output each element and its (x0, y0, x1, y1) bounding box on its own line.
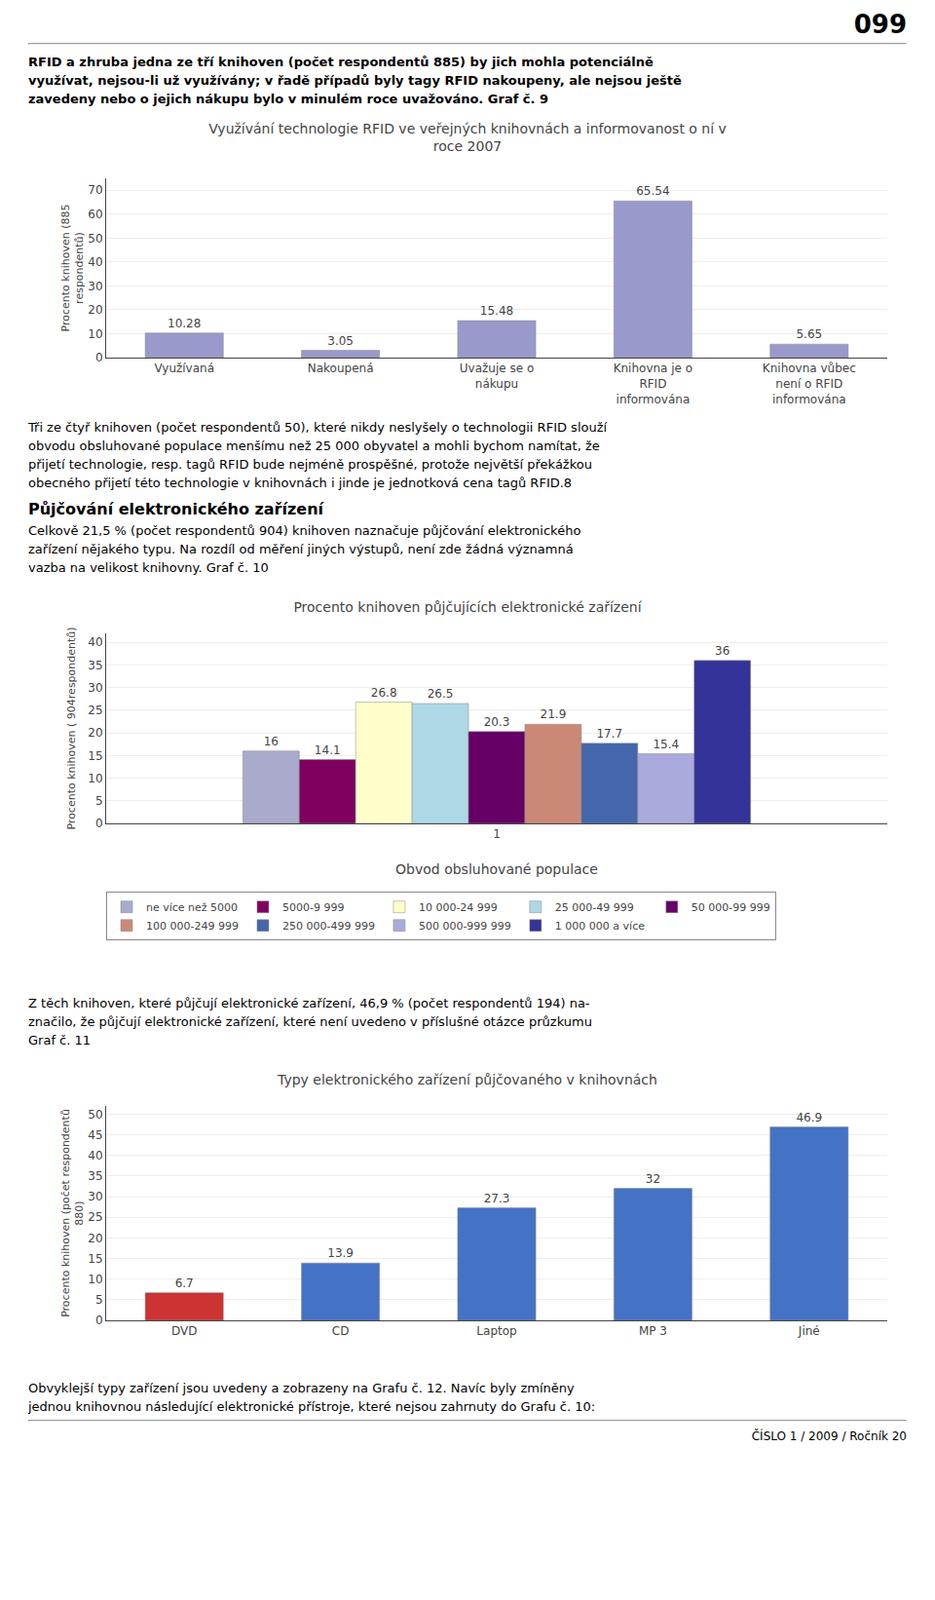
html-text:zařízení nějakého typu. Na roz: zařízení nějakého typu. Na rozdíl od měř… (28, 541, 574, 557)
svg-text:30: 30 (87, 1189, 103, 1203)
svg-text:27.3: 27.3 (484, 1191, 511, 1205)
svg-text:40: 40 (87, 635, 103, 649)
svg-text:Typy elektronického zařízení p: Typy elektronického zařízení půjčovaného… (276, 1071, 658, 1087)
svg-text:Procento knihoven ( 904respond: Procento knihoven ( 904respondentů) (65, 626, 78, 829)
svg-text:32: 32 (645, 1171, 661, 1186)
svg-text:20.3: 20.3 (484, 714, 511, 729)
svg-text:Laptop: Laptop (476, 1323, 517, 1338)
svg-text:5: 5 (95, 793, 104, 808)
svg-text:100 000-249 999: 100 000-249 999 (146, 919, 239, 933)
svg-text:5.65: 5.65 (795, 327, 823, 341)
svg-text:1 000 000 a více: 1 000 000 a více (555, 919, 645, 933)
svg-text:10: 10 (87, 771, 103, 786)
svg-text:20: 20 (87, 725, 103, 740)
html-text:Půjčování elektronického zaříz: Půjčování elektronického zařízení (28, 499, 324, 519)
svg-text:15.48: 15.48 (480, 303, 514, 318)
svg-text:35: 35 (87, 1168, 103, 1183)
svg-text:MP 3: MP 3 (638, 1323, 668, 1338)
svg-text:10 000-24 999: 10 000-24 999 (418, 900, 498, 914)
svg-text:Procento knihoven půjčujících: Procento knihoven půjčujících elektronic… (293, 598, 642, 615)
html-text:obecného přijetí této technolo: obecného přijetí této technologie v knih… (28, 475, 572, 490)
svg-text:50: 50 (87, 1107, 103, 1122)
svg-text:10.28: 10.28 (167, 316, 201, 331)
svg-text:0: 0 (95, 350, 104, 365)
svg-text:250 000-499 999: 250 000-499 999 (282, 919, 375, 933)
svg-text:5000-9 999: 5000-9 999 (282, 900, 344, 914)
svg-text:26.8: 26.8 (371, 685, 398, 700)
html-text:vazba na velikost knihovny. Gr: vazba na velikost knihovny. Graf č. 10 (28, 560, 269, 575)
svg-text:DVD: DVD (171, 1323, 197, 1338)
svg-text:Využívaná: Využívaná (153, 361, 215, 375)
svg-text:17.7: 17.7 (596, 726, 623, 741)
html-text:Celkově 21,5 % (počet responde: Celkově 21,5 % (počet respondentů 904) k… (28, 523, 581, 538)
svg-text:26.5: 26.5 (427, 686, 454, 701)
svg-text:35: 35 (87, 658, 103, 673)
svg-text:25 000-49 999: 25 000-49 999 (555, 900, 635, 914)
html-text:jednou knihovnou následující e: jednou knihovnou následující elektronick… (28, 1398, 596, 1414)
svg-text:45: 45 (87, 1127, 103, 1142)
svg-text:15.4: 15.4 (652, 737, 679, 751)
html-text:obvodu obsluhované populace me: obvodu obsluhované populace menšímu než … (28, 438, 600, 453)
svg-text:36: 36 (714, 643, 730, 658)
svg-text:Uvažuje se onákupu: Uvažuje se onákupu (459, 361, 534, 391)
svg-text:30: 30 (87, 279, 103, 294)
html-text:značilo, že půjčují elektronic: značilo, že půjčují elektronické zařízen… (28, 1013, 593, 1029)
html-text:Obvyklejší typy zařízení jsou: Obvyklejší typy zařízení jsou uvedeny a … (28, 1380, 575, 1395)
svg-text:14.1: 14.1 (314, 743, 341, 757)
svg-text:Nakoupená: Nakoupená (307, 361, 374, 375)
svg-text:Knihovna je oRFIDinformována: Knihovna je oRFIDinformována (613, 361, 694, 406)
svg-text:Knihovna vůbecnení o RFIDinfor: Knihovna vůbecnení o RFIDinformována (762, 361, 857, 406)
svg-text:10: 10 (87, 327, 103, 341)
svg-text:Využívání technologie RFID ve: Využívání technologie RFID ve veřejných … (208, 120, 727, 154)
svg-text:25: 25 (87, 1209, 103, 1224)
svg-text:CD: CD (332, 1323, 350, 1338)
svg-text:40: 40 (87, 1148, 103, 1162)
svg-text:30: 30 (87, 680, 103, 695)
svg-text:5: 5 (95, 1292, 104, 1307)
svg-text:21.9: 21.9 (540, 707, 567, 721)
svg-text:46.9: 46.9 (795, 1110, 823, 1124)
svg-text:60: 60 (87, 207, 103, 222)
html-text:099: 099 (853, 9, 907, 39)
html-text:Z těch knihoven, které půjčují: Z těch knihoven, které půjčují elektroni… (28, 995, 590, 1010)
html-text:Tři ze čtyř knihoven (počet re: Tři ze čtyř knihoven (počet respondentů … (28, 419, 607, 435)
svg-text:40: 40 (87, 255, 103, 269)
svg-text:1: 1 (492, 826, 501, 841)
svg-text:0: 0 (95, 816, 104, 830)
svg-text:15: 15 (87, 748, 103, 763)
svg-text:20: 20 (87, 302, 103, 317)
html-text:Graf č. 11: Graf č. 11 (28, 1032, 91, 1048)
svg-text:10: 10 (87, 1271, 103, 1286)
svg-text:Jiné: Jiné (797, 1323, 821, 1338)
svg-text:ne více než 5000: ne více než 5000 (146, 900, 238, 914)
html-text:ČÍSLO 1 / 2009 / Ročník 20: ČÍSLO 1 / 2009 / Ročník 20 (751, 1428, 907, 1443)
html-text:zavedeny nebo o jejich nákupu: zavedeny nebo o jejich nákupu bylo v min… (28, 91, 549, 107)
svg-text:Procento knihoven (počet respo: Procento knihoven (počet respondentů880) (59, 1108, 86, 1317)
svg-text:500 000-999 999: 500 000-999 999 (418, 919, 512, 933)
svg-text:3.05: 3.05 (327, 334, 354, 348)
svg-text:13.9: 13.9 (327, 1245, 354, 1260)
html-text:přijetí technologie, resp. tag: přijetí technologie, resp. tagů RFID bud… (28, 456, 593, 472)
html-text:RFID a zhruba jedna ze tří kni: RFID a zhruba jedna ze tří knihoven (poč… (28, 54, 654, 70)
svg-text:Obvod obsluhované populace: Obvod obsluhované populace (395, 860, 599, 877)
svg-text:Procento knihoven (885responde: Procento knihoven (885respondentů) (59, 204, 86, 333)
svg-text:70: 70 (87, 183, 103, 197)
svg-text:50 000-99 999: 50 000-99 999 (691, 900, 771, 914)
svg-text:50: 50 (87, 231, 103, 246)
svg-text:25: 25 (87, 703, 103, 717)
svg-text:15: 15 (87, 1251, 103, 1266)
svg-text:16: 16 (263, 734, 279, 748)
svg-text:65.54: 65.54 (635, 184, 670, 198)
svg-text:6.7: 6.7 (175, 1275, 194, 1290)
svg-text:20: 20 (87, 1231, 103, 1245)
html-text:využívat, nejsou-li už využívá: využívat, nejsou-li už využívány; v řadě… (28, 73, 682, 88)
svg-text:0: 0 (95, 1312, 104, 1327)
